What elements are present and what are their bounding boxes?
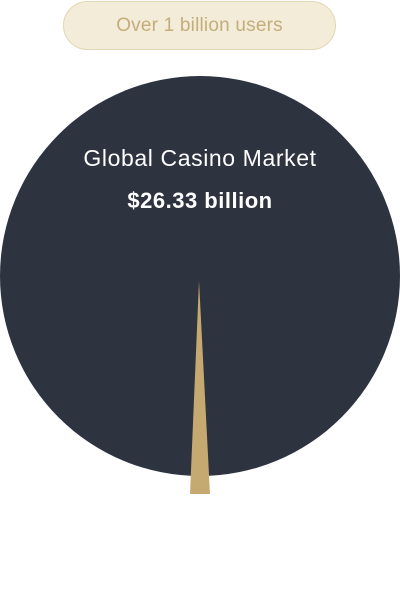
market-title: Global Casino Market xyxy=(83,145,317,171)
user-count-label: Over 1 billion users xyxy=(116,14,283,36)
market-value: $26.33 billion xyxy=(127,188,273,213)
user-count-badge: Over 1 billion users xyxy=(63,1,336,50)
needle-pointer xyxy=(190,281,210,494)
market-circle xyxy=(0,76,400,476)
